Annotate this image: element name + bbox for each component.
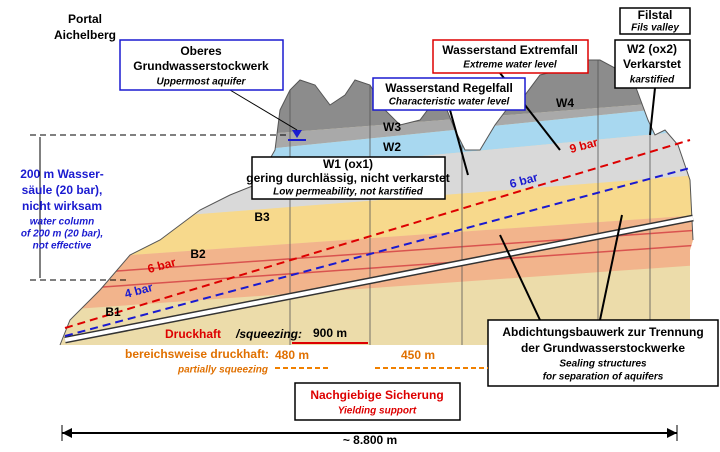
portal-label: Portal xyxy=(68,12,102,26)
layer-label: B1 xyxy=(105,305,121,319)
extreme-title: Wasserstand Extremfall xyxy=(442,43,578,57)
fils-title: Filstal xyxy=(638,8,673,22)
regular-water-line xyxy=(64,167,691,337)
aquifer-label: Oberes xyxy=(180,44,222,58)
aquifer-box xyxy=(119,39,284,91)
layer-label: W4 xyxy=(556,96,574,110)
distance-label: 480 m xyxy=(275,348,309,362)
total-length: ~ 8.800 m xyxy=(343,433,397,447)
pointer xyxy=(449,109,469,176)
sealing-label: der Grundwasserstockwerke xyxy=(521,341,685,355)
water-column: säule (20 bar), xyxy=(22,183,103,197)
support-label: Nachgiebige Sicherung xyxy=(310,388,443,402)
extreme-english: Extreme water level xyxy=(463,60,557,71)
support-box xyxy=(294,382,461,421)
layer-label: W2 xyxy=(383,140,401,154)
portal-label: Aichelberg xyxy=(54,28,116,42)
pointer xyxy=(599,214,623,321)
support-english: Yielding support xyxy=(338,406,417,417)
layer-label: B3 xyxy=(254,210,270,224)
w1-german: gering durchlässig, nicht verkarstet xyxy=(246,171,449,185)
regular-box xyxy=(372,77,526,111)
water-column: 200 m Wasser- xyxy=(20,167,104,181)
w2-english: karstified xyxy=(630,75,675,86)
arrow-head xyxy=(667,428,677,438)
tunnel xyxy=(64,216,694,342)
water-column-english: of 200 m (20 bar), xyxy=(21,229,103,240)
regular-title: Wasserstand Regelfall xyxy=(385,81,513,95)
water-column-english: water column xyxy=(30,217,94,228)
sealing-english: Sealing structures xyxy=(559,359,647,370)
partial-label: bereichsweise druckhaft: xyxy=(125,347,269,361)
stripe xyxy=(60,244,693,291)
distance-label: 900 m xyxy=(313,326,347,340)
partial-english: partially squeezing xyxy=(177,365,268,376)
squeezing-english: /squeezing: xyxy=(235,327,302,341)
fils-subtitle: Fils valley xyxy=(631,23,679,34)
extreme-box xyxy=(432,39,589,74)
layer-b3 xyxy=(60,175,693,260)
sealing-box xyxy=(487,319,719,387)
water-symbol xyxy=(292,130,302,138)
layer-b2 xyxy=(60,215,693,310)
pointer xyxy=(229,89,298,131)
aquifer-english: Uppermost aquifer xyxy=(157,77,247,88)
w1-box xyxy=(251,156,446,200)
squeezing-label: Druckhaft xyxy=(165,327,221,341)
sealing-english: for separation of aquifers xyxy=(543,372,664,383)
layer-label: B2 xyxy=(190,247,206,261)
aquifer-label: Grundwasserstockwerk xyxy=(133,59,269,73)
sealing-label: Abdichtungsbauwerk zur Trennung xyxy=(502,325,703,339)
layer-label: W3 xyxy=(383,120,401,134)
w2-label: W2 (ox2) xyxy=(627,42,677,56)
regular-english: Characteristic water level xyxy=(389,97,510,108)
w1-title: W1 (ox1) xyxy=(323,157,373,171)
pointer xyxy=(499,234,541,321)
pointer xyxy=(649,87,656,136)
w1-english: Low permeability, not karstified xyxy=(273,187,424,198)
arrow-head xyxy=(62,428,72,438)
fils-box xyxy=(619,7,691,35)
water-column-english: not effective xyxy=(33,241,92,252)
distance-label: 450 m xyxy=(401,348,435,362)
w2-label: Verkarstet xyxy=(623,57,681,71)
extreme-water-line xyxy=(64,139,691,329)
w2-box xyxy=(614,39,691,89)
water-column: nicht wirksam xyxy=(22,199,102,213)
